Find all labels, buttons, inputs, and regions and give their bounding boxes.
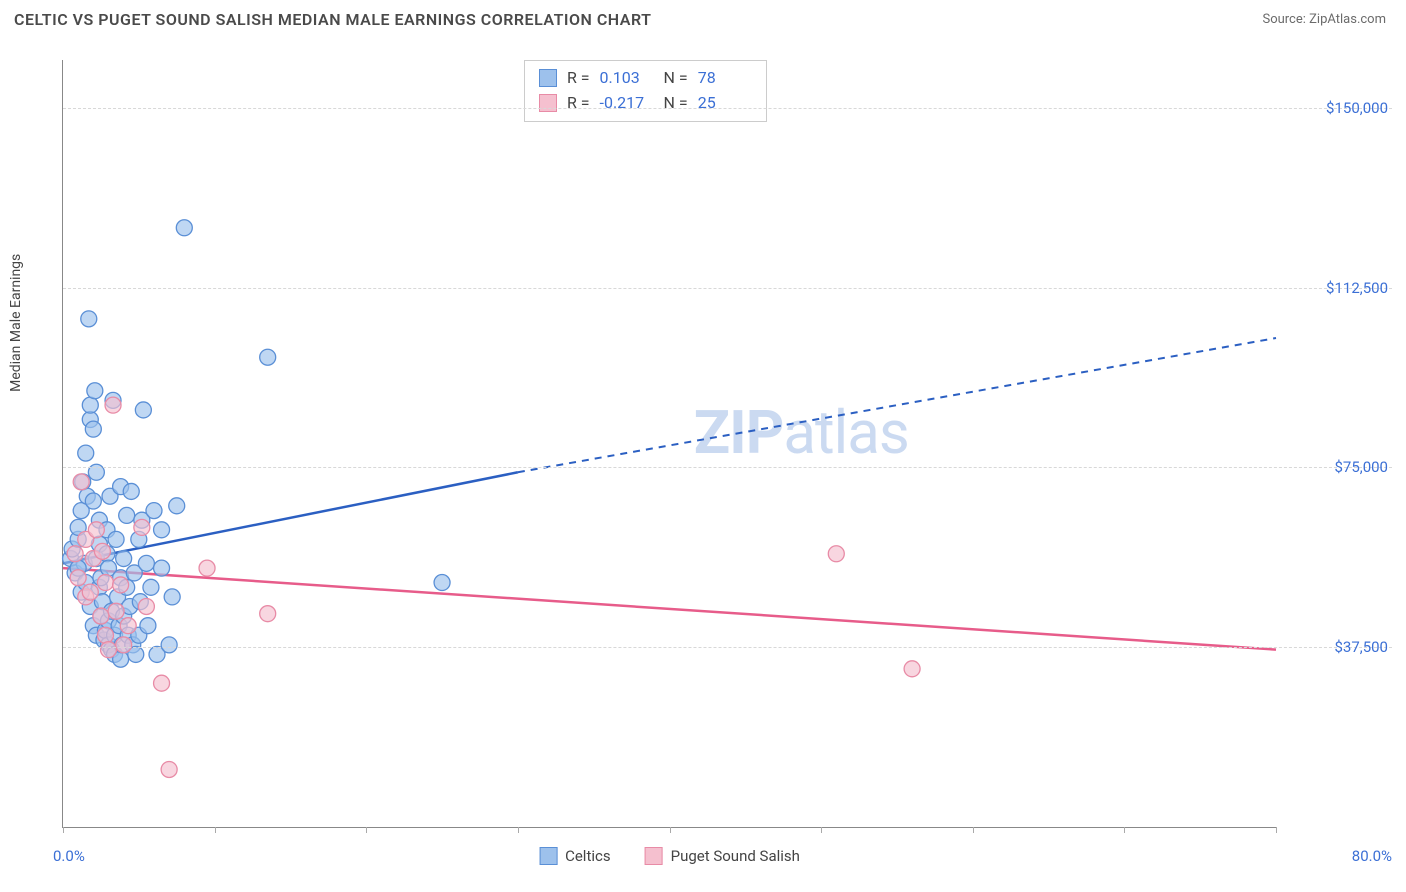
data-point xyxy=(164,589,180,605)
data-point xyxy=(113,577,129,593)
data-point xyxy=(904,661,920,677)
data-point xyxy=(87,383,103,399)
bottom-legend: Celtics Puget Sound Salish xyxy=(539,847,800,865)
data-point xyxy=(70,570,86,586)
data-point xyxy=(97,575,113,591)
data-point xyxy=(120,618,136,634)
data-point xyxy=(123,483,139,499)
data-point xyxy=(88,522,104,538)
plot-region: ZIPatlas R = 0.103 N = 78 R = -0.217 N =… xyxy=(62,60,1276,828)
data-point xyxy=(260,606,276,622)
x-axis-min-label: 0.0% xyxy=(53,847,85,865)
data-point xyxy=(154,560,170,576)
y-axis-label: Median Male Earnings xyxy=(8,254,24,392)
data-point xyxy=(154,522,170,538)
data-point xyxy=(93,608,109,624)
data-point xyxy=(116,637,132,653)
data-point xyxy=(119,507,135,523)
data-point xyxy=(146,503,162,519)
data-point xyxy=(73,474,89,490)
data-point xyxy=(82,397,98,413)
data-point xyxy=(116,551,132,567)
legend-item-salish: Puget Sound Salish xyxy=(645,847,800,865)
legend-label-salish: Puget Sound Salish xyxy=(671,847,800,865)
legend-label-celtics: Celtics xyxy=(565,847,611,865)
gridline xyxy=(63,108,1392,109)
x-tick xyxy=(215,827,216,833)
legend-item-celtics: Celtics xyxy=(539,847,611,865)
x-tick xyxy=(366,827,367,833)
y-tick-label: $150,000 xyxy=(1326,99,1388,117)
scatter-points xyxy=(63,60,1276,827)
data-point xyxy=(82,584,98,600)
x-tick xyxy=(1124,827,1125,833)
stats-row-celtics: R = 0.103 N = 78 xyxy=(539,66,752,91)
gridline xyxy=(63,647,1392,648)
x-tick xyxy=(670,827,671,833)
legend-swatch-celtics xyxy=(539,847,557,865)
data-point xyxy=(161,761,177,777)
y-tick-label: $37,500 xyxy=(1334,638,1388,656)
chart-title: CELTIC VS PUGET SOUND SALISH MEDIAN MALE… xyxy=(14,10,651,29)
y-tick-label: $112,500 xyxy=(1326,279,1388,297)
data-point xyxy=(138,555,154,571)
legend-swatch-salish xyxy=(645,847,663,865)
data-point xyxy=(81,311,97,327)
data-point xyxy=(108,531,124,547)
data-point xyxy=(108,603,124,619)
data-point xyxy=(199,560,215,576)
data-point xyxy=(169,498,185,514)
data-point xyxy=(67,546,83,562)
data-point xyxy=(140,618,156,634)
x-tick xyxy=(518,827,519,833)
swatch-celtics xyxy=(539,69,557,87)
data-point xyxy=(176,220,192,236)
x-axis-max-label: 80.0% xyxy=(1352,847,1392,865)
data-point xyxy=(97,627,113,643)
data-point xyxy=(161,637,177,653)
data-point xyxy=(85,493,101,509)
data-point xyxy=(134,519,150,535)
x-tick xyxy=(1276,827,1277,833)
data-point xyxy=(154,675,170,691)
y-tick-label: $75,000 xyxy=(1334,458,1388,476)
data-point xyxy=(260,349,276,365)
chart-area: Median Male Earnings ZIPatlas R = 0.103 … xyxy=(14,44,1392,878)
gridline xyxy=(63,288,1392,289)
data-point xyxy=(94,543,110,559)
data-point xyxy=(135,402,151,418)
data-point xyxy=(85,421,101,437)
chart-header: CELTIC VS PUGET SOUND SALISH MEDIAN MALE… xyxy=(0,0,1406,33)
data-point xyxy=(143,579,159,595)
data-point xyxy=(78,445,94,461)
data-point xyxy=(434,575,450,591)
stats-row-salish: R = -0.217 N = 25 xyxy=(539,91,752,116)
data-point xyxy=(105,397,121,413)
chart-source: Source: ZipAtlas.com xyxy=(1262,12,1386,27)
data-point xyxy=(100,642,116,658)
swatch-salish xyxy=(539,94,557,112)
gridline xyxy=(63,467,1392,468)
x-tick xyxy=(973,827,974,833)
x-tick xyxy=(63,827,64,833)
x-tick xyxy=(821,827,822,833)
data-point xyxy=(828,546,844,562)
data-point xyxy=(138,598,154,614)
stats-legend: R = 0.103 N = 78 R = -0.217 N = 25 xyxy=(524,60,767,122)
